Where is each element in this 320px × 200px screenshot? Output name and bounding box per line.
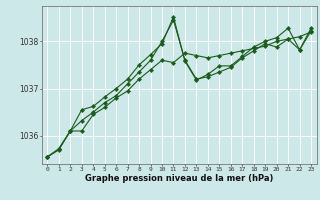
- X-axis label: Graphe pression niveau de la mer (hPa): Graphe pression niveau de la mer (hPa): [85, 174, 273, 183]
